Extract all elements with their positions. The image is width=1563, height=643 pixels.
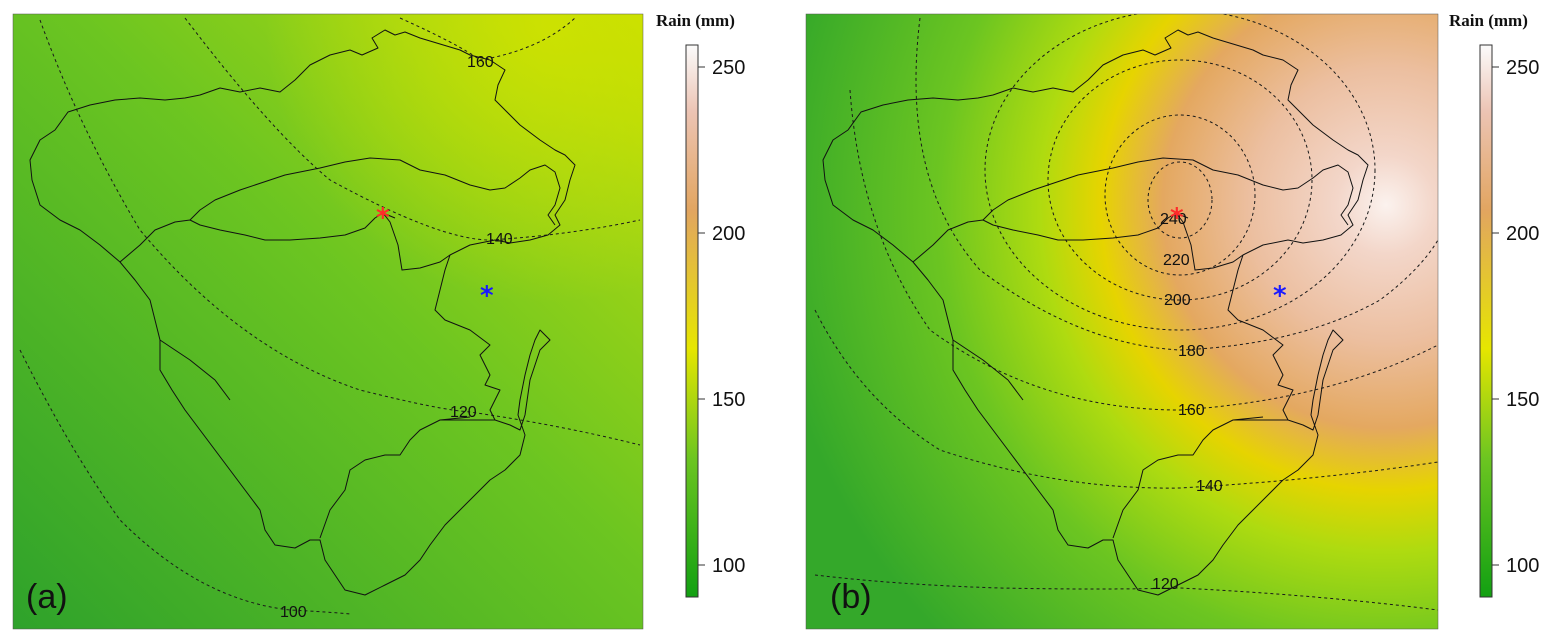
contour-label-140-b: 140 bbox=[1196, 478, 1223, 495]
colorbar-tick-150-a: 150 bbox=[712, 389, 745, 411]
contour-label-220-b: 220 bbox=[1163, 252, 1190, 269]
colorbar-title-a: Rain (mm) bbox=[656, 11, 735, 30]
contour-line bbox=[1147, 161, 1213, 239]
blue-marker-a: * bbox=[480, 281, 494, 311]
contour-label-160-b: 160 bbox=[1178, 402, 1205, 419]
red-marker-a: * bbox=[376, 203, 390, 233]
contour-label-180-b: 180 bbox=[1178, 343, 1205, 360]
contour-line bbox=[184, 17, 641, 241]
colorbar-tick-100-a: 100 bbox=[712, 555, 745, 577]
contour-line bbox=[984, 14, 1376, 331]
colorbar-b: Rain (mm) 250 200 150 100 bbox=[1449, 11, 1539, 598]
panel-label-b: (b) bbox=[830, 578, 872, 616]
colorbar-tick-200-b: 200 bbox=[1506, 223, 1539, 245]
contour-line bbox=[39, 19, 641, 446]
panel-label-a: (a) bbox=[26, 578, 68, 616]
contour-line bbox=[1104, 114, 1256, 276]
contour-line bbox=[399, 17, 576, 61]
contour-line bbox=[915, 17, 1438, 351]
colorbar-tick-100-b: 100 bbox=[1506, 555, 1539, 577]
colorbar-a: Rain (mm) 250 200 150 100 bbox=[656, 11, 745, 598]
colorbar-title-b: Rain (mm) bbox=[1449, 11, 1528, 30]
contour-label-160-a: 160 bbox=[467, 54, 494, 71]
red-marker-b: * bbox=[1170, 203, 1184, 233]
colorbar-tick-200-a: 200 bbox=[712, 223, 745, 245]
contour-line bbox=[19, 349, 351, 615]
panel-a-frame bbox=[12, 13, 644, 630]
contour-label-140-a: 140 bbox=[486, 231, 513, 248]
colorbar-tick-250-b: 250 bbox=[1506, 57, 1539, 79]
contour-line bbox=[849, 89, 1438, 411]
contour-label-240-b: 240 bbox=[1160, 211, 1187, 228]
contour-label-120-b: 120 bbox=[1152, 576, 1179, 593]
colorbar-tick-250-a: 250 bbox=[712, 57, 745, 79]
contour-line bbox=[814, 309, 1438, 489]
panel-b-map bbox=[806, 14, 1438, 629]
contour-label-120-a: 120 bbox=[450, 404, 477, 421]
contour-line bbox=[1047, 59, 1313, 301]
contour-label-100-a: 100 bbox=[280, 604, 307, 621]
contour-label-200-b: 200 bbox=[1164, 292, 1191, 309]
blue-marker-b: * bbox=[1273, 281, 1287, 311]
panel-a-map bbox=[13, 14, 643, 629]
panel-b-frame bbox=[805, 13, 1439, 630]
colorbar-tick-150-b: 150 bbox=[1506, 389, 1539, 411]
